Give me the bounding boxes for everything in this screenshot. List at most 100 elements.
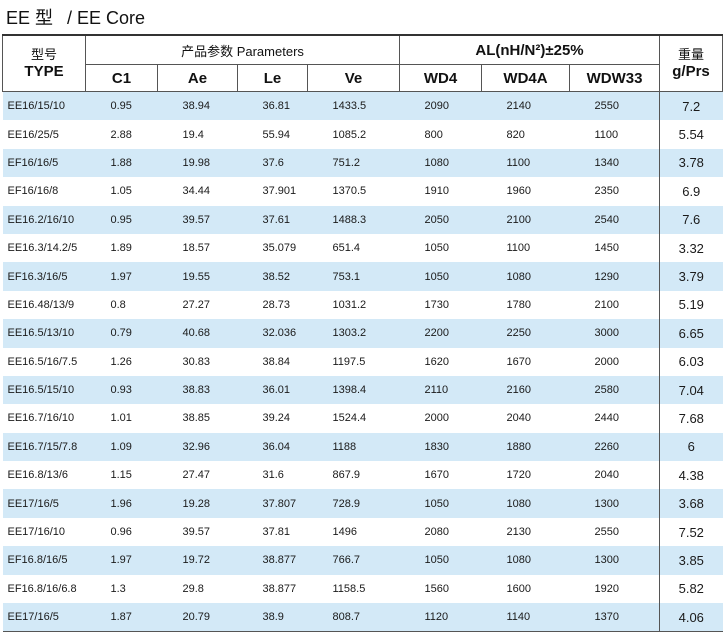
- cell-wd4: 1730: [424, 298, 449, 311]
- cell-type: EF16/16/5: [2, 148, 86, 178]
- cell-wd4: 1910: [424, 185, 449, 198]
- cell-type: EE16.5/13/10: [2, 319, 86, 348]
- cell-weight: 5.19: [659, 290, 723, 320]
- cell-wd4: 1830: [399, 432, 482, 462]
- cell-c1: 1.97: [85, 262, 158, 291]
- table-row: EE16.5/15/10 0.93 38.83 36.01 1398.4 2110 2160…: [2, 375, 723, 405]
- cell-weight: 4.06: [659, 603, 723, 633]
- cell-ae: 32.96: [157, 432, 238, 462]
- cell-le: 37.6: [237, 148, 308, 178]
- cell-le: 37.901: [262, 185, 297, 198]
- cell-le: 37.807: [237, 489, 308, 518]
- cell-c1: 1.3: [110, 582, 126, 595]
- cell-ae: 39.57: [157, 205, 238, 234]
- cell-wdw33: 2550: [594, 526, 619, 539]
- cell-wdw33: 2540: [569, 205, 660, 234]
- cell-wd4a: 1080: [481, 262, 570, 291]
- cell-wd4a: 1780: [506, 298, 531, 311]
- cell-ae: 20.79: [157, 603, 238, 633]
- cell-weight: 3.79: [659, 262, 723, 291]
- cell-ae: 38.94: [157, 91, 238, 121]
- cell-wdw33: 1290: [569, 262, 660, 291]
- cell-wdw33: 3000: [569, 319, 660, 348]
- table-row: EF16/16/5 1.88 19.98 37.6 751.2 1080 1100 1340 3…: [2, 148, 723, 178]
- table-row: EE17/16/5 1.96 19.28 37.807 728.9 1050 1080 130…: [2, 489, 723, 518]
- cell-ae: 30.83: [182, 355, 211, 368]
- cell-wdw33: 1300: [569, 489, 660, 518]
- cell-le: 38.84: [262, 355, 291, 368]
- cell-ae: 38.83: [157, 375, 238, 405]
- weight-header-unit: g/Prs: [672, 62, 710, 80]
- page-title: EE 型 / EE Core: [6, 4, 145, 30]
- cell-wd4: 2080: [424, 526, 449, 539]
- type-header: 型号 TYPE: [2, 34, 86, 92]
- cell-wdw33: 2040: [594, 469, 619, 482]
- cell-type: EE17/16/5: [2, 603, 86, 633]
- cell-c1: 1.97: [85, 546, 158, 575]
- cell-wd4a: 1720: [506, 469, 531, 482]
- cell-wdw33: 2550: [569, 91, 660, 121]
- cell-wd4: 1050: [399, 262, 482, 291]
- cell-wd4a: 1670: [506, 355, 531, 368]
- cell-wd4a: 1100: [506, 242, 531, 255]
- cell-wdw33: 2580: [569, 375, 660, 405]
- cell-type: EF16.8/16/6.8: [7, 582, 77, 595]
- cell-ve: 766.7: [307, 546, 400, 575]
- cell-le: 39.24: [262, 412, 291, 425]
- cell-wd4: 1050: [424, 242, 449, 255]
- cell-le: 37.81: [262, 526, 291, 539]
- cell-ae: 38.85: [182, 412, 211, 425]
- table-row: EE16.7/16/10 1.01 38.85 39.24 1524.4 2000 2040…: [3, 404, 723, 433]
- cell-c1: 1.05: [110, 185, 132, 198]
- cell-le: 36.81: [237, 91, 308, 121]
- table-row: EE16.7/15/7.8 1.09 32.96 36.04 1188 1830 1880 2…: [2, 432, 723, 462]
- cell-type: EF16.3/16/5: [2, 262, 86, 291]
- cell-wd4a: 1080: [481, 489, 570, 518]
- cell-weight: 6: [659, 432, 723, 462]
- cell-ve: 753.1: [307, 262, 400, 291]
- weight-header-cn: 重量: [678, 46, 705, 62]
- cell-wdw33: 2260: [569, 432, 660, 462]
- cell-ae: 19.4: [182, 128, 204, 141]
- cell-wd4a: 1140: [481, 603, 570, 633]
- cell-wd4a: 1960: [506, 185, 531, 198]
- col-header-wdw33: WDW33: [568, 64, 661, 92]
- cell-wd4: 1120: [399, 603, 482, 633]
- cell-c1: 1.01: [110, 412, 132, 425]
- cell-le: 38.9: [237, 603, 308, 633]
- table-row: EE16.5/16/7.5 1.26 30.83 38.84 1197.5 1620 167…: [3, 347, 723, 376]
- table-row: EE16.5/13/10 0.79 40.68 32.036 1303.2 2200 225…: [2, 319, 723, 348]
- cell-weight: 4.38: [659, 461, 723, 490]
- cell-ve: 1488.3: [307, 205, 400, 234]
- cell-ve: 751.2: [307, 148, 400, 178]
- cell-wd4a: 1880: [481, 432, 570, 462]
- cell-weight: 7.6: [659, 205, 723, 234]
- cell-wd4: 2110: [399, 375, 482, 405]
- cell-weight: 3.85: [659, 546, 723, 575]
- cell-le: 36.04: [237, 432, 308, 462]
- cell-weight: 5.54: [659, 120, 723, 149]
- cell-c1: 0.79: [85, 319, 158, 348]
- cell-le: 38.52: [237, 262, 308, 291]
- cell-ve: 651.4: [332, 242, 361, 255]
- col-header-c1: C1: [85, 64, 158, 92]
- table-row: EE17/16/5 1.87 20.79 38.9 808.7 1120 1140 1370 4…: [2, 603, 723, 633]
- cell-wdw33: 1300: [569, 546, 660, 575]
- al-group-header: AL(nH/N²)±25%: [398, 34, 661, 65]
- cell-ae: 19.28: [157, 489, 238, 518]
- cell-wd4: 1050: [399, 489, 482, 518]
- cell-c1: 0.95: [85, 205, 158, 234]
- cell-c1: 0.96: [110, 526, 132, 539]
- cell-type: EE16.3/14.2/5: [7, 242, 78, 255]
- cell-ve: 1303.2: [307, 319, 400, 348]
- cell-c1: 1.88: [85, 148, 158, 178]
- cell-c1: 1.26: [110, 355, 132, 368]
- cell-ae: 40.68: [157, 319, 238, 348]
- cell-le: 55.94: [262, 128, 291, 141]
- cell-ae: 27.27: [182, 298, 211, 311]
- cell-wd4: 2090: [399, 91, 482, 121]
- weight-header: 重量 g/Prs: [659, 34, 724, 92]
- cell-le: 28.73: [262, 298, 291, 311]
- cell-weight: 7.04: [659, 375, 723, 405]
- cell-wd4a: 2250: [481, 319, 570, 348]
